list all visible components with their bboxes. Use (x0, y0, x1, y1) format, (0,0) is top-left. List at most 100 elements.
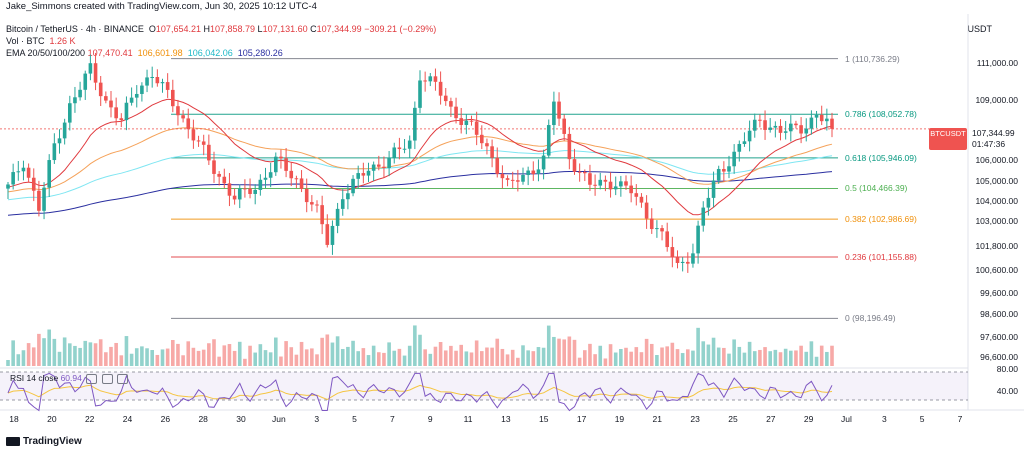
candle-body (109, 100, 113, 108)
candle-body (330, 225, 335, 245)
volume-bar (510, 349, 515, 366)
candle-body (423, 80, 427, 82)
volume-bar (268, 352, 273, 366)
candle-body (809, 117, 814, 129)
candle-body (526, 170, 530, 176)
candle-body (351, 178, 355, 194)
volume-bar (819, 345, 824, 366)
candle-body (11, 172, 15, 185)
candle-body (742, 141, 747, 144)
volume-bar (26, 343, 31, 366)
candle-body (639, 196, 644, 203)
candle-body (237, 188, 242, 200)
candle-body (320, 205, 324, 225)
rsi-label[interactable]: RSI 14 close (10, 373, 59, 383)
candle-body (248, 188, 252, 194)
rsi-line (7, 372, 833, 412)
candle-body (124, 102, 129, 121)
candle-body (825, 118, 829, 122)
candle-body (418, 80, 422, 108)
time-axis-label: 30 (236, 414, 246, 424)
candle-body (619, 181, 623, 187)
ema-label[interactable]: EMA 20/50/100/200 (6, 48, 86, 58)
candle-body (212, 160, 216, 174)
candle-body (593, 184, 597, 186)
candle-body (521, 175, 525, 182)
volume-bar (351, 340, 355, 366)
candle-body (68, 103, 72, 123)
candle-body (402, 148, 407, 150)
volume-bar (42, 338, 46, 366)
time-axis-label: 15 (539, 414, 549, 424)
candle-body (577, 171, 582, 173)
candle-body (655, 228, 659, 230)
time-axis-label: 3 (314, 414, 320, 424)
volume-bar (711, 337, 716, 366)
volume-bar (593, 354, 597, 366)
volume-bar (516, 357, 520, 366)
volume-bar (763, 347, 767, 366)
volume-bar (222, 345, 227, 366)
candle-body (449, 101, 453, 107)
candle-body (691, 253, 695, 264)
volume-bar (320, 337, 324, 366)
volume-bar (443, 350, 448, 366)
volume-bar (500, 348, 505, 366)
candle-body (98, 82, 103, 97)
time-axis-label: 20 (47, 414, 57, 424)
volume-bar (191, 347, 196, 366)
volume-bar (165, 348, 170, 366)
price-change: −309.21 (−0.29%) (364, 24, 437, 34)
logo-text: TradingView (23, 436, 82, 447)
candle-body (361, 173, 366, 176)
settings-icon[interactable] (101, 373, 113, 384)
volume-bar (279, 356, 283, 366)
volume-label[interactable]: Vol · BTC (6, 36, 45, 46)
tradingview-logo[interactable]: TradingView (6, 436, 82, 447)
volume-bar (670, 342, 675, 366)
volume-bar (57, 351, 62, 366)
candle-body (495, 157, 500, 174)
candle-body (346, 193, 350, 200)
candle-body (830, 118, 834, 129)
volume-bar (186, 341, 191, 366)
candle-body (294, 178, 299, 180)
currency-label: USDT (967, 24, 993, 34)
rsi-value: 60.94 (60, 373, 82, 383)
volume-bar (356, 351, 360, 366)
candle-body (763, 120, 767, 130)
candle-body (104, 96, 108, 101)
volume-bar (567, 336, 572, 366)
volume-bar (263, 350, 268, 366)
volume-bar (78, 347, 82, 366)
volume-bar (747, 341, 752, 366)
candle-body (649, 218, 654, 230)
fib-level-label: 0 (98,196.49) (845, 313, 896, 324)
candle-body (686, 261, 690, 264)
candle-body (315, 204, 319, 206)
fib-level-label: 0.618 (105,946.09) (845, 152, 917, 163)
visibility-icon[interactable] (86, 373, 98, 384)
volume-bar (655, 355, 659, 366)
price-axis-label: 98,600.00 (980, 309, 1018, 319)
candle-body (773, 125, 778, 128)
volume-bar (73, 345, 77, 366)
candle-body (78, 89, 82, 98)
symbol-name[interactable]: Bitcoin / TetherUS · 4h · BINANCE (6, 24, 144, 34)
delete-icon[interactable] (116, 373, 128, 384)
tradingview-logo-icon (6, 436, 20, 446)
close-label: C (310, 24, 317, 34)
volume-bar (418, 334, 422, 366)
candle-body (356, 173, 360, 179)
candle-body (613, 186, 618, 190)
candle-body (145, 77, 149, 86)
candle-body (207, 144, 211, 161)
volume-bar (773, 349, 778, 366)
candle-body (438, 81, 443, 96)
candle-body (804, 128, 809, 134)
time-axis-label: 7 (957, 414, 963, 424)
volume-bar (129, 353, 134, 366)
time-axis-label: 27 (766, 414, 776, 424)
volume-bar (304, 349, 309, 366)
